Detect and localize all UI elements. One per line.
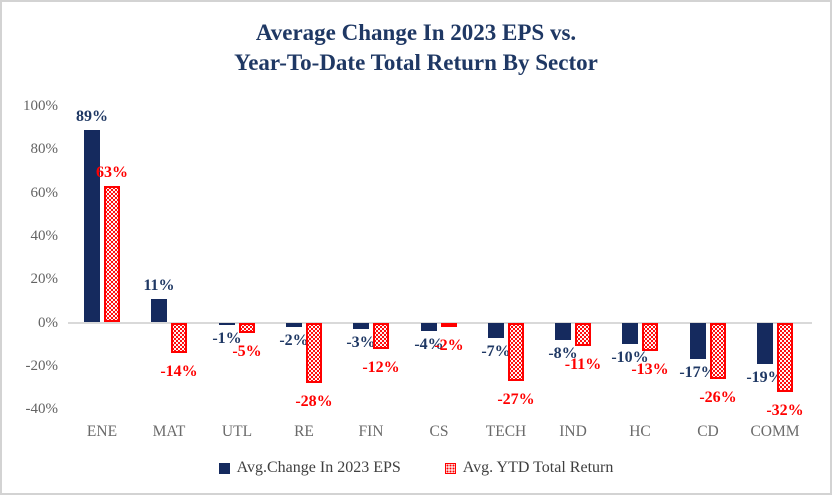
bar-ytd-ene [104,186,120,323]
bar-eps-re [286,322,302,327]
value-label-eps-fin: -3% [346,334,376,351]
value-label-ytd-fin: -12% [362,358,400,376]
bar-ytd-ind [575,322,591,347]
bar-eps-mat [151,298,167,323]
y-tick-label: 0% [38,315,58,331]
value-label-ytd-cd: -26% [699,388,737,406]
bar-eps-cd [690,322,706,360]
x-category-label: COMM [750,423,800,440]
value-label-eps-tech: -7% [481,342,511,360]
bar-eps-utl [219,322,235,325]
ytd-series-swatch-icon [444,462,456,474]
value-label-eps-ene: 89% [76,107,108,125]
eps-series-swatch-icon [218,462,230,474]
x-category-label: MAT [152,423,186,440]
bar-ytd-hc [642,322,658,351]
bar-eps-ene [84,129,100,323]
value-label-ytd-cs: -2% [434,336,464,354]
x-category-label: CS [429,423,449,440]
bar-ytd-utl [239,322,255,334]
chart-title: Average Change In 2023 EPS vs. Year-To-D… [2,18,830,78]
x-category-label: HC [629,423,651,440]
legend-label-eps: Avg.Change In 2023 EPS [236,459,401,476]
legend-item-eps: Avg.Change In 2023 EPS [218,459,401,477]
x-category-label: RE [294,423,314,440]
bar-eps-cs [421,322,437,332]
y-tick-label: 40% [30,228,59,244]
bar-ytd-fin [373,322,389,349]
y-tick-label: -20% [25,358,59,374]
bar-ytd-comm [777,322,793,392]
y-tick-label: 80% [30,141,59,157]
value-label-eps-cd: -17% [679,364,717,382]
value-label-ytd-ene: 63% [96,164,128,182]
bar-eps-comm [757,322,773,364]
value-label-ytd-re: -28% [295,393,333,411]
y-tick-label: 100% [23,98,58,114]
value-label-eps-cs: -4% [414,336,444,354]
bar-eps-ind [555,322,571,340]
bar-ytd-cd [710,322,726,379]
legend-label-ytd: Avg. YTD Total Return [462,459,614,476]
value-label-ytd-utl: -5% [232,343,262,361]
x-category-label: UTL [221,423,253,440]
value-label-eps-utl: -1% [212,329,242,347]
x-category-label: IND [559,423,587,440]
value-label-ytd-comm: -32% [766,401,804,419]
x-category-label: TECH [485,423,527,440]
chart-title-line2: Year-To-Date Total Return By Sector [234,50,598,75]
value-label-ytd-tech: -27% [497,391,535,408]
value-label-eps-hc: -10% [611,349,649,367]
bar-ytd-mat [171,322,187,353]
bar-ytd-tech [508,322,524,381]
bar-eps-tech [488,322,504,338]
bar-eps-fin [353,322,369,329]
y-tick-label: 60% [30,185,59,201]
chart-title-line1: Average Change In 2023 EPS vs. [255,20,577,45]
x-axis-line [68,321,812,324]
value-label-ytd-mat: -14% [160,362,198,380]
x-category-label: ENE [86,423,118,440]
bar-eps-hc [622,322,638,345]
value-label-eps-comm: -19% [746,368,784,386]
value-label-eps-ind: -8% [548,344,578,362]
value-label-eps-re: -2% [279,331,309,349]
legend: Avg.Change In 2023 EPS Avg. YTD Total Re… [2,459,830,477]
value-label-ytd-ind: -11% [564,356,602,374]
value-label-eps-mat: 11% [143,276,175,294]
x-category-label: CD [697,423,719,440]
y-tick-label: 20% [30,271,59,287]
bar-ytd-re [306,322,322,384]
bar-ytd-cs [441,322,457,327]
y-tick-label: -40% [25,401,59,417]
legend-item-ytd: Avg. YTD Total Return [444,459,614,477]
x-category-label: FIN [358,423,384,440]
value-label-ytd-hc: -13% [631,360,669,378]
